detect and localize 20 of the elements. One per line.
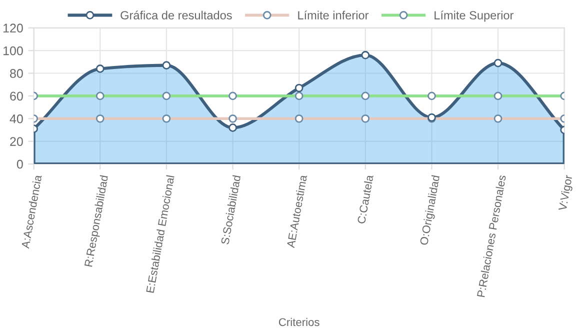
point [494, 58, 502, 68]
legend-label: Límite Superior [434, 10, 514, 22]
x-tick-label: C:Cautela [356, 174, 374, 224]
y-tick-label: 40 [10, 114, 23, 124]
point [228, 124, 237, 132]
y-tick-label: 20 [10, 137, 23, 146]
point [361, 50, 370, 60]
x-axis-title: Criterios [278, 318, 320, 326]
y-tick-label: 0 [16, 160, 23, 169]
y-tick-label: 60 [10, 92, 23, 101]
y-tick-label: 80 [10, 69, 23, 78]
point [162, 61, 171, 70]
point [294, 84, 304, 92]
x-tick-label: P:Relaciones Personales [476, 174, 506, 298]
y-tick-label: 100 [3, 46, 23, 56]
legend-label: Gráfica de resultados [120, 10, 232, 20]
x-tick-label: V:Vigor [558, 174, 575, 212]
legend-label: Límite inferior [298, 10, 369, 20]
point [96, 64, 104, 73]
y-tick-label: 120 [3, 24, 23, 33]
